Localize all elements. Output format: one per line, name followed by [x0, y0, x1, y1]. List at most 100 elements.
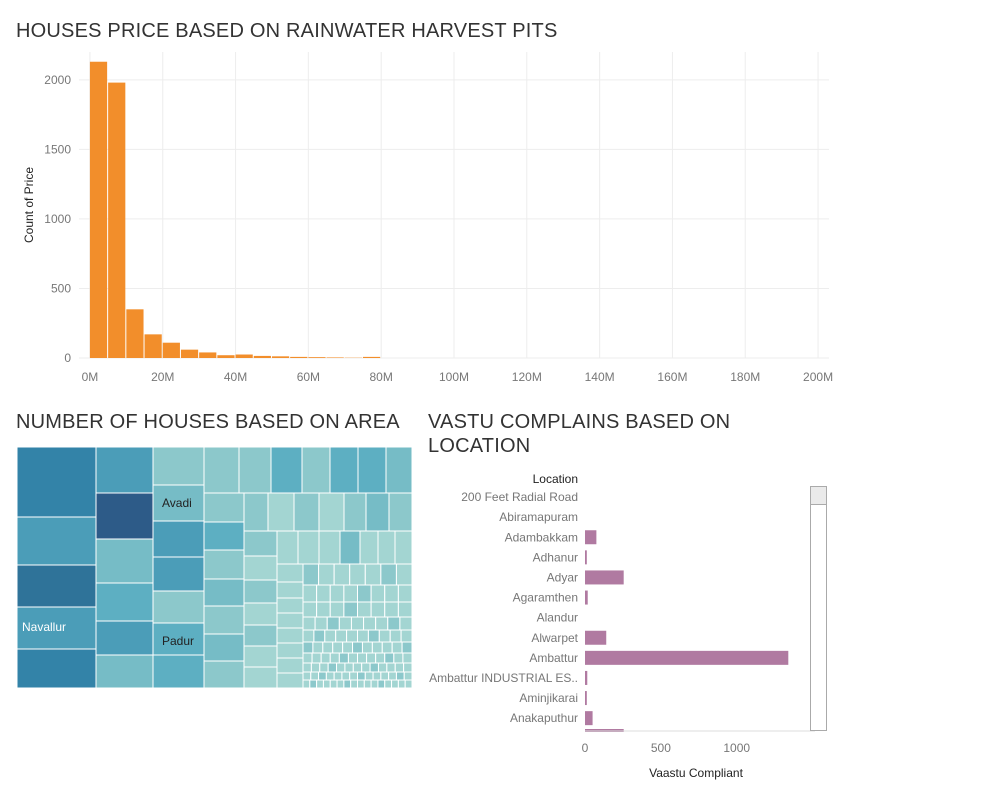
vastu-category-label: Adyar	[547, 570, 578, 584]
treemap-cell	[375, 616, 389, 631]
treemap-cell	[352, 662, 363, 673]
treemap-cell	[370, 601, 386, 618]
treemap-cell	[329, 652, 340, 664]
treemap-cell	[16, 648, 97, 689]
histogram-bar	[89, 61, 108, 359]
treemap-cell	[336, 662, 346, 673]
treemap-cell	[388, 671, 397, 681]
treemap-cell	[319, 662, 329, 673]
treemap-cell	[243, 492, 269, 532]
treemap-cell	[377, 679, 386, 689]
treemap-cell	[344, 662, 354, 673]
histogram-bar	[253, 355, 271, 358]
histogram-bar	[199, 352, 217, 358]
histogram-x-tick-label: 20M	[151, 370, 174, 384]
treemap-cell	[361, 641, 373, 654]
treemap-cell	[324, 629, 337, 643]
vastu-bar	[585, 530, 597, 545]
treemap-cell	[384, 652, 395, 664]
treemap-cell	[309, 679, 318, 689]
treemap-cell	[384, 584, 399, 603]
treemap-cell	[302, 662, 312, 673]
treemap-cell	[327, 662, 338, 673]
treemap-cell	[339, 530, 361, 565]
vastu-category-label: Agaramthen	[513, 591, 578, 605]
histogram-bar	[235, 354, 253, 358]
treemap-cell	[243, 645, 278, 668]
treemap-cell	[370, 679, 379, 689]
treemap-cell	[276, 642, 304, 659]
treemap-cell	[391, 679, 399, 689]
vastu-bar	[585, 650, 789, 665]
treemap-cell	[203, 578, 245, 607]
treemap-cell	[316, 679, 324, 689]
treemap-cell	[320, 652, 331, 664]
vastu-category-label: 200 Feet Radial Road	[461, 490, 578, 504]
vastu-y-axis-title: Location	[533, 472, 578, 486]
treemap-cell	[16, 606, 97, 650]
vastu-scroll-thumb[interactable]	[811, 487, 826, 505]
histogram-y-tick-label: 2000	[44, 73, 71, 87]
treemap-cell	[397, 679, 406, 689]
vastu-category-label: Adambakkam	[505, 530, 578, 544]
treemap-cell	[302, 679, 311, 689]
histogram-x-tick-label: 60M	[297, 370, 320, 384]
treemap-cell	[403, 662, 413, 673]
histogram-bar	[271, 356, 290, 358]
treemap-cell	[203, 446, 240, 494]
vastu-scrollbar[interactable]	[810, 486, 827, 731]
histogram-bar	[180, 349, 199, 358]
treemap-cell	[364, 671, 374, 681]
treemap-cell	[243, 555, 278, 581]
vastu-category-label: Abiramapuram	[499, 510, 578, 524]
treemap-cell	[152, 654, 205, 689]
treemap-cell	[95, 538, 154, 584]
treemap-cell	[395, 563, 413, 586]
treemap-cell	[313, 629, 326, 643]
treemap-cell	[152, 520, 205, 558]
treemap-cell	[400, 629, 413, 643]
treemap-cell	[243, 579, 278, 604]
treemap-cell	[203, 660, 245, 689]
treemap-cell	[95, 620, 154, 656]
treemap-cell	[302, 616, 316, 631]
treemap-cell	[364, 563, 382, 586]
vastu-bar	[585, 691, 587, 706]
treemap-cell	[386, 662, 396, 673]
treemap-cell	[380, 671, 390, 681]
treemap-cell	[399, 616, 413, 631]
vastu-category-label: Adhanur	[533, 550, 578, 564]
treemap-cell	[377, 530, 396, 565]
treemap-cell	[377, 662, 388, 673]
treemap-cell	[394, 662, 405, 673]
treemap-cell	[276, 612, 304, 629]
treemap-cell	[365, 492, 390, 532]
treemap-cell	[302, 629, 315, 643]
vastu-title: VASTU COMPLAINS BASED ON LOCATION	[428, 411, 731, 457]
treemap-cell	[329, 446, 359, 494]
treemap-cell	[16, 516, 97, 566]
treemap-cell	[318, 492, 345, 532]
vastu-category-label: Anakaputhur	[510, 711, 578, 725]
treemap-cell	[357, 601, 372, 618]
vastu-bar	[585, 711, 593, 726]
treemap-cell	[302, 563, 320, 586]
treemap-cell	[363, 616, 377, 631]
histogram-x-tick-label: 120M	[512, 370, 542, 384]
treemap-cell	[335, 629, 348, 643]
treemap-cell	[343, 492, 367, 532]
treemap-cell	[243, 530, 278, 557]
treemap-cell	[152, 446, 205, 486]
histogram-x-tick-label: 160M	[657, 370, 687, 384]
histogram-y-tick-label: 500	[51, 281, 71, 295]
treemap-cell	[302, 584, 318, 603]
treemap-cell	[238, 446, 272, 494]
treemap-cell	[342, 641, 354, 654]
treemap-cell	[366, 652, 377, 664]
histogram-x-tick-label: 0M	[82, 370, 99, 384]
treemap-cell	[276, 672, 304, 689]
treemap-cell	[338, 652, 349, 664]
treemap-cell	[333, 563, 351, 586]
vastu-bar	[585, 570, 624, 585]
